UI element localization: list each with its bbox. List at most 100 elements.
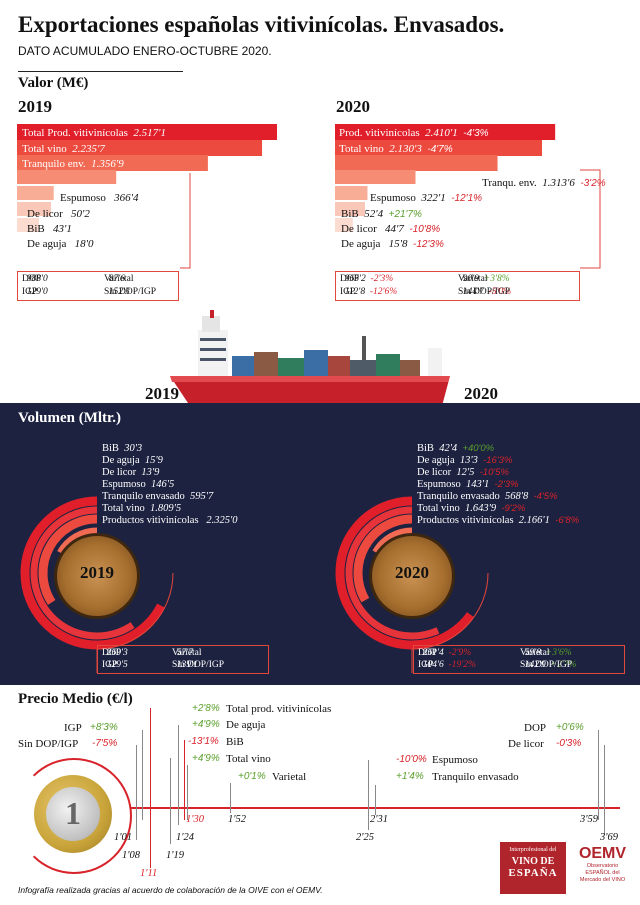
valor-2019-bar-3 [17,170,117,184]
precio-cat-0: Total prod. vitivinícolas [226,703,332,715]
vol-2020-label-1: De aguja 13'3 -16'3% [417,455,513,466]
valor-2020-connector [580,169,601,269]
axis-value-8: 2'31 [370,814,388,825]
valor-2019-label-1: Total vino 2.235'7 [22,143,105,155]
vol-2020-arc-4 [353,514,413,603]
valor-2020-label-3: Espumoso 322'1 -12'1% [370,192,483,204]
valor-2020-label-1: Total vino 2.130'3 -4'7% [339,143,453,155]
vol-2020-origin-box: DOP 261'4 -2'9% Varietal 59'8 +3'6% IGP … [413,645,625,674]
vol-2019-label-5: Total vino 1.809'5 [102,503,182,514]
oemv-logo-name: OEMV [578,845,627,862]
axis-value-9: 3'59 [580,814,598,825]
axis-value-7: 2'25 [356,832,374,843]
line-dop [598,730,599,820]
cargo-ship-illustration [170,310,450,406]
axis-value-4: 1'24 [176,832,194,843]
vol-2019-label-3: Espumoso 146'5 [102,479,175,490]
volumen-arcs-chart [20,496,489,673]
valor-2019-label-2: Tranquilo env. 1.356'9 [22,158,124,170]
valor-2020-label-0: Prod. vitivinícolas 2.410'1 -4'3% [339,127,489,139]
valor-2020-bar-5 [335,202,365,216]
vol-2019-label-2: De licor 13'9 [102,467,160,478]
precio-cat-1: De aguja [226,719,266,731]
valor-2020-bar-4 [335,186,368,200]
precio-chg-9: +0'6% [556,722,584,733]
vol-2019-arc-6 [20,496,166,650]
valor-2019-label-6: De aguja 18'0 [27,238,94,250]
precio-chg-5: +8'3% [90,722,118,733]
valor-2019-origin-box: DOP 988'0 Varietal 87'6 IGP 129'0 Sin DO… [17,271,179,301]
precio-cat-9: DOP [524,722,547,734]
valor-2020-year: 2020 [336,97,370,116]
axis-value-6: 1'52 [228,814,246,825]
line-varietal [230,783,231,813]
barrel-2019-year: 2019 [80,563,114,582]
barrel-2019-icon [54,533,140,619]
precio-cat-5: IGP [64,722,82,734]
vol-2020-label-4: Tranquilo envasado 568'8 -4'5% [417,491,558,502]
vol-2019-label-4: Tranquilo envasado 595'7 [102,491,214,502]
precio-cat-2: BiB [226,736,244,748]
valor-2020-origin-box: DOP 965'2 -2'3% Varietal 90'9 +3'8% IGP … [335,271,580,301]
precio-chg-0: +2'8% [192,703,220,714]
ship-2020-year: 2020 [464,384,498,403]
valor-2019-bar-1 [17,140,263,156]
valor-2019-label-5: BiB 43'1 [27,223,72,235]
axis-value-2: 1'11 [140,868,158,879]
vol-2020-label-5: Total vino 1.643'9 -9'2% [417,503,526,514]
vol-2020-outline [411,572,489,650]
valor-2020-label-5: De licor 44'7 -10'8% [341,223,441,235]
axis-value-3: 1'19 [166,850,184,861]
valor-2020-bar-1 [335,140,542,156]
valor-2020-label-4: BiB 52'4 +21'7% [341,208,422,220]
oive-logo: Interprofesional del VINO DE ESPAÑA [500,842,566,894]
precio-cat-6: Sin DOP/IGP [18,738,79,750]
precio-title: Precio Medio (€/l) [18,691,133,707]
precio-chg-6: -7'5% [92,738,118,749]
axis-value-1: 1'08 [122,850,140,861]
axis-value-5: 1'30 [186,814,204,825]
coin-ring [16,758,132,874]
volumen-title: Volumen (Mltr.) [18,410,122,426]
title-divider [18,71,183,72]
vol-2019-origin-box: DOP 269'3 Varietal 57'7 IGP 129'5 Sin DO… [97,645,269,674]
valor-2019-bar-0 [17,124,277,140]
precio-cat-3: Total vino [226,753,271,765]
page-subtitle: DATO ACUMULADO ENERO-OCTUBRE 2020. [18,44,272,58]
valor-title: Valor (M€) [18,75,89,91]
line-bib [184,740,185,820]
euro-coin-center [46,787,100,841]
page-title: Exportaciones españolas vitivinícolas. E… [18,12,505,37]
vol-2019-label-0: BiB 30'3 [102,443,143,454]
precio-chg-10: -0'3% [556,738,582,749]
vol-2020-label-3: Espumoso 143'1 -2'3% [417,479,519,490]
vol-2020-arc-5 [345,506,440,640]
valor-2019-year: 2019 [18,97,52,116]
line-igp [142,730,143,820]
valor-bars-chart [17,124,601,269]
precio-chg-1: +4'9% [192,719,220,730]
valor-2020-bar-3 [335,170,416,184]
precio-chg-7: -10'0% [396,754,427,765]
valor-2019-label-4: De licor 50'2 [27,208,90,220]
oemv-logo: OEMV Observatorio ESPAÑOL del Mercado de… [575,845,630,884]
axis-value-0: 1'01 [114,832,132,843]
valor-2019-bar-6 [17,218,39,232]
valor-2020-bar-2 [335,155,498,171]
precio-chg-2: -13'1% [188,736,219,747]
valor-2019-bar-4 [17,186,54,200]
vol-2020-label-2: De licor 12'5 -10'5% [417,467,509,478]
precio-cat-7: Espumoso [432,754,478,766]
precio-chg-8: +1'4% [396,771,424,782]
vol-2019-outline [96,572,174,650]
precio-cat-4: Varietal [272,771,307,783]
vol-2020-label-0: BiB 42'4 +40'0% [417,443,495,454]
oive-logo-bot: ESPAÑA [508,867,558,879]
line-aguja-2019 [170,758,171,844]
valor-2019-label-3: Espumoso 366'4 [60,192,139,204]
oemv-logo-sub: Observatorio ESPAÑOL del Mercado del VIN… [579,863,626,883]
precio-cat-10: De licor [508,738,544,750]
line-total-prod [150,708,151,868]
line-espumoso [368,760,369,830]
ship-2019-year: 2019 [145,384,179,403]
